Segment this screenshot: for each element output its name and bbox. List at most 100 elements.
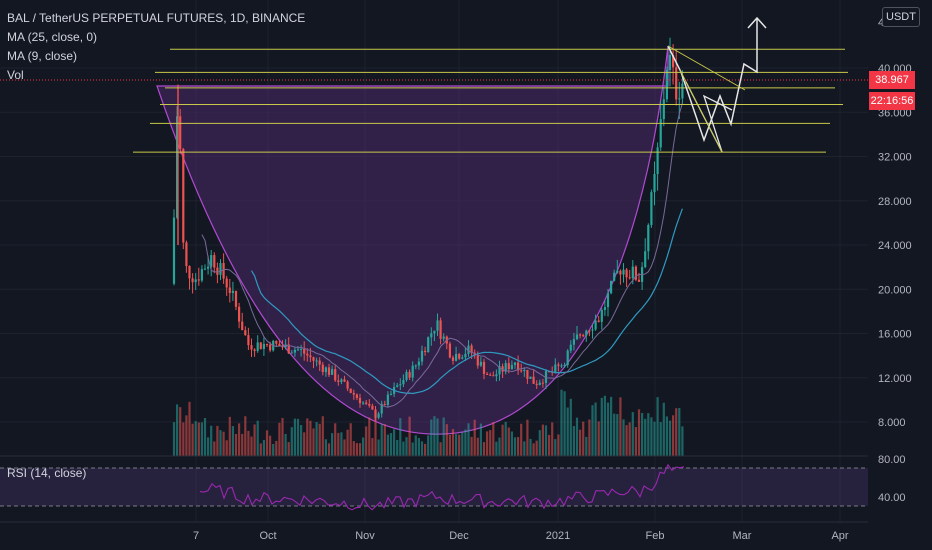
volume-bar [631,412,634,456]
candlesticks [172,37,684,421]
price-tick-label: 4 [878,17,884,29]
ma9-legend[interactable]: MA (9, close) [7,49,78,63]
volume-bar [225,440,228,456]
candle-body [262,344,265,349]
price-tick-label: 24.000 [878,240,912,252]
candle-body [259,342,262,349]
candle-body [281,346,284,348]
volume-bar [433,416,436,456]
candle-body [222,263,225,279]
candle-body [197,279,200,281]
volume-bar [312,428,315,456]
candle-body [678,98,681,100]
symbol-title[interactable]: BAL / TetherUS PERPETUAL FUTURES, 1D, BI… [7,11,306,25]
price-tick-label: 36.000 [878,107,912,119]
candle-body [560,365,563,367]
volume-bar [476,437,479,456]
candle-body [470,345,473,353]
candle-body [427,337,430,353]
candle-body [672,54,675,68]
candle-body [582,335,585,337]
candle-body [210,255,213,267]
volume-bar [510,431,513,456]
volume-bar [603,395,606,456]
volume-bar [464,429,467,456]
candle-body [312,357,315,361]
candle-body [517,362,520,371]
volume-bar [616,414,619,456]
volume-bar [461,432,464,456]
rsi-axis: 80.00 40.00 [878,454,906,504]
currency-button[interactable]: USDT [882,7,920,27]
volume-bar [585,436,588,456]
volume-bar [451,429,455,456]
volume-bar [402,441,405,456]
candle-body [603,307,606,310]
volume-bar [411,442,414,456]
candle-body [442,336,445,339]
candle-body [610,280,613,294]
volume-bar [194,421,197,456]
candle-body [346,381,349,389]
volume-bar [572,426,575,456]
volume-bar [501,424,504,456]
volume-bar [675,408,678,456]
volume-bar [300,425,303,456]
candle-body [334,369,337,381]
volume-bar [327,443,331,456]
volume-bar [653,421,656,456]
volume-bar [455,434,458,456]
volume-bar [275,440,278,456]
volume-bar [541,424,544,456]
candle-body [575,334,579,340]
candle-body [371,405,374,410]
volume-bar [498,437,501,456]
candle-body [309,355,312,358]
candle-body [203,268,207,270]
rsi-legend[interactable]: RSI (14, close) [7,466,87,480]
ma25-legend[interactable]: MA (25, close, 0) [7,30,98,44]
volume-bar [430,419,433,456]
volume-bar [241,433,244,456]
volume-bar [210,425,213,456]
volume-bar [340,432,343,456]
volume-bar [365,426,368,456]
volume-bar [399,418,402,456]
candle-body [597,320,600,322]
candle-body [414,365,417,367]
candle-body [650,192,653,225]
time-tick-label: Oct [259,530,276,542]
volume-bar [489,430,492,456]
volume-legend[interactable]: Vol [7,68,24,82]
candle-body [591,329,594,331]
volume-bar [482,442,486,456]
volume-bar [579,429,582,456]
candle-body [337,380,340,382]
volume-bar [529,438,532,456]
candle-body [349,388,352,393]
candle-body [541,382,544,384]
volume-bar [672,415,675,456]
candle-body [399,384,402,386]
candle-body [194,279,197,283]
volume-bar [591,405,594,456]
volume-bar [386,434,389,456]
candle-body [436,320,439,331]
volume-bar [588,419,591,456]
candle-body [405,371,408,381]
candle-body [200,269,203,281]
candle-body [644,251,647,268]
volume-bar [309,420,312,456]
horizontal-levels [133,48,848,153]
candle-body [451,357,455,361]
volume-bar [197,422,200,456]
ma25-line [250,208,683,395]
candle-body [510,365,513,370]
candle-body [300,348,303,350]
candle-body [613,272,616,281]
volume-bar [420,441,424,456]
candle-body [479,361,482,366]
volume-bar [681,426,684,456]
volume-bar [203,418,207,456]
